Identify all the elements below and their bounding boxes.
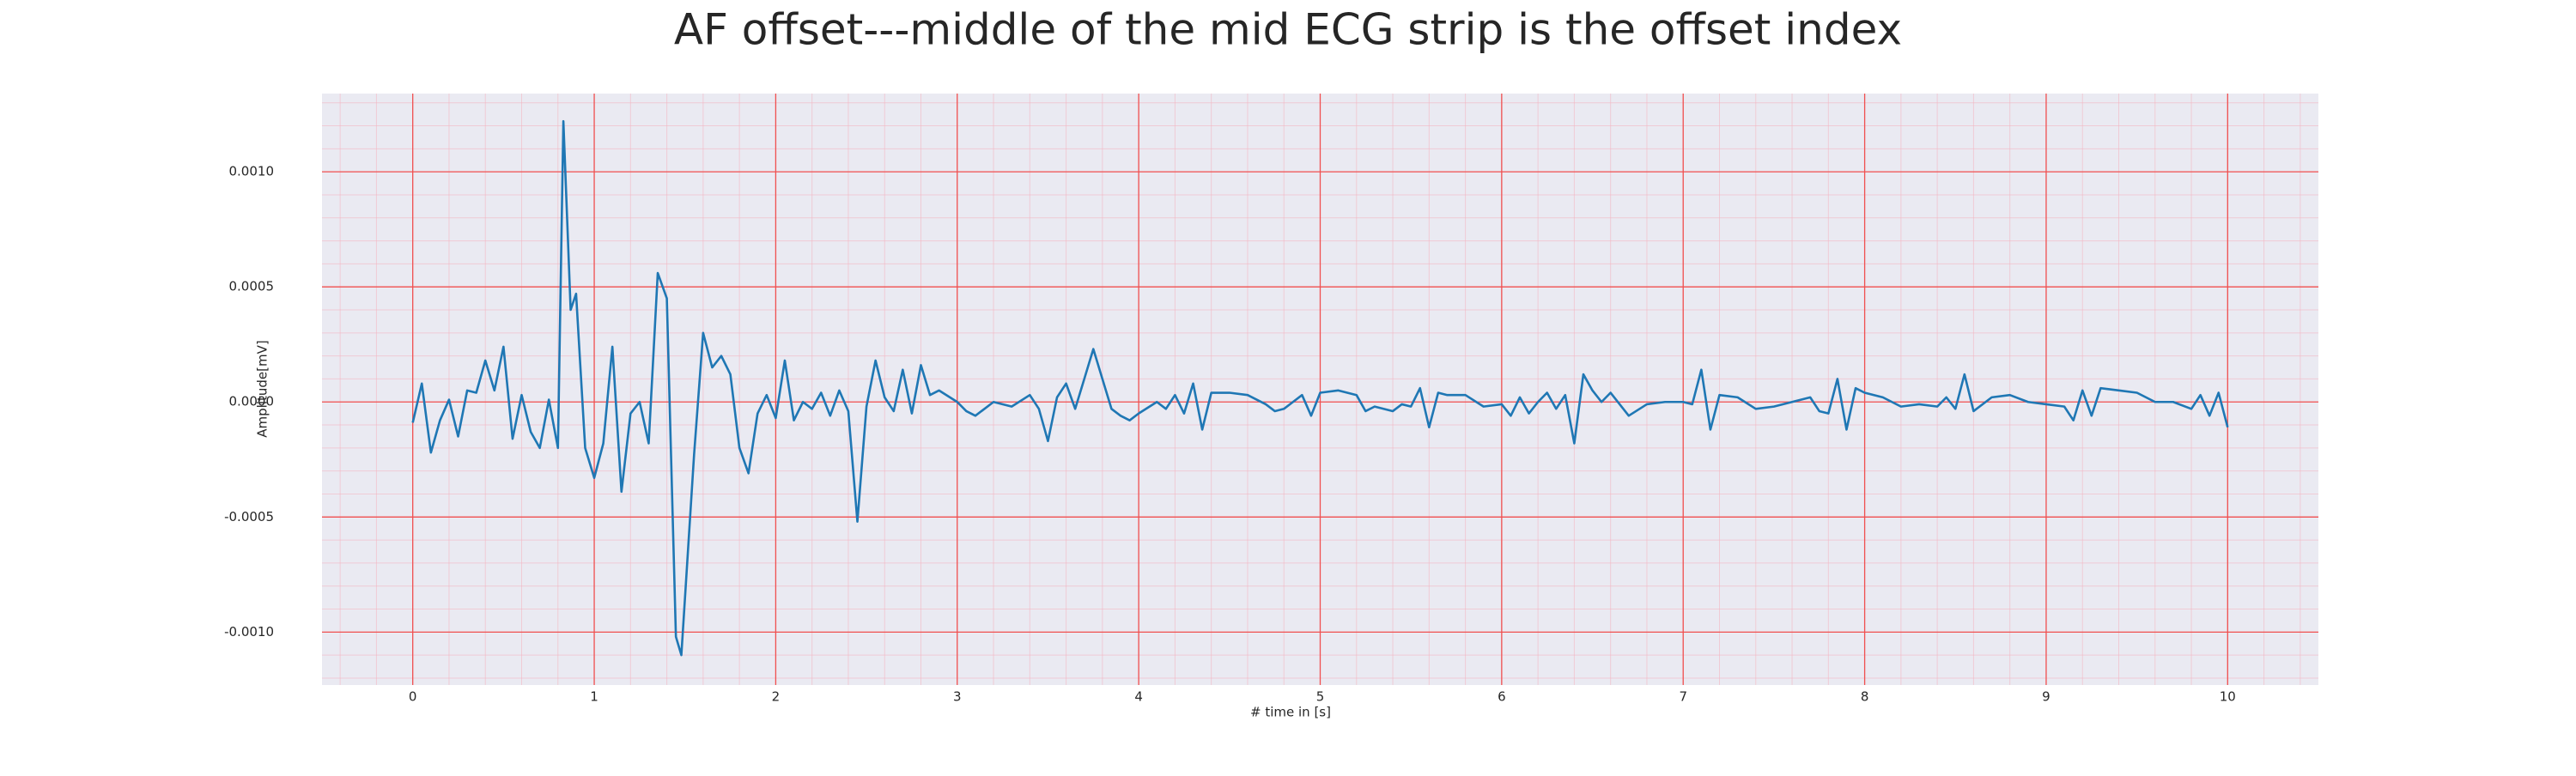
y-axis-label: Amplitude[mV] bbox=[255, 340, 270, 437]
y-tick-label: 0.0005 bbox=[229, 279, 275, 294]
x-tick-label: 9 bbox=[2042, 689, 2050, 705]
x-tick-label: 7 bbox=[1679, 689, 1687, 705]
x-tick-label: 10 bbox=[2220, 689, 2236, 705]
x-tick-label: 6 bbox=[1498, 689, 1506, 705]
x-tick-label: 2 bbox=[772, 689, 781, 705]
x-tick-label: 1 bbox=[590, 689, 598, 705]
x-tick-label: 0 bbox=[409, 689, 417, 705]
x-tick-label: 5 bbox=[1316, 689, 1325, 705]
ecg-line bbox=[411, 119, 2229, 657]
y-tick-label: -0.0005 bbox=[224, 509, 274, 524]
chart-title: AF offset---middle of the mid ECG strip … bbox=[674, 5, 1902, 55]
x-tick-label: 4 bbox=[1134, 689, 1143, 705]
y-tick-label: 0.0000 bbox=[229, 394, 275, 409]
y-tick-label: 0.0010 bbox=[229, 164, 275, 179]
y-tick-label: -0.0010 bbox=[224, 624, 274, 640]
x-axis-label: # time in [s] bbox=[1250, 705, 1331, 720]
x-tick-label: 8 bbox=[1861, 689, 1869, 705]
x-tick-label: 3 bbox=[953, 689, 962, 705]
